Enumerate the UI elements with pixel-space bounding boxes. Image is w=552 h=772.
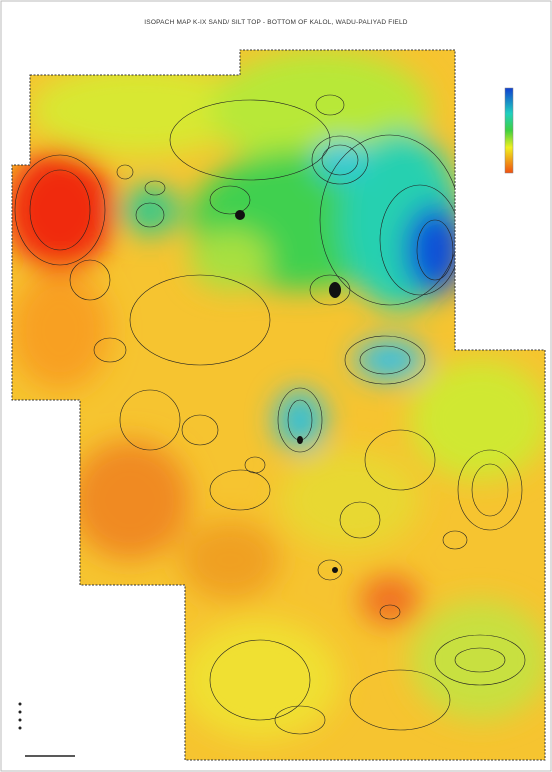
color-scale xyxy=(505,88,513,173)
map-page: ISOPACH MAP K-IX SAND/ SILT TOP - BOTTOM… xyxy=(0,0,552,772)
map-title: ISOPACH MAP K-IX SAND/ SILT TOP - BOTTOM… xyxy=(144,19,407,26)
